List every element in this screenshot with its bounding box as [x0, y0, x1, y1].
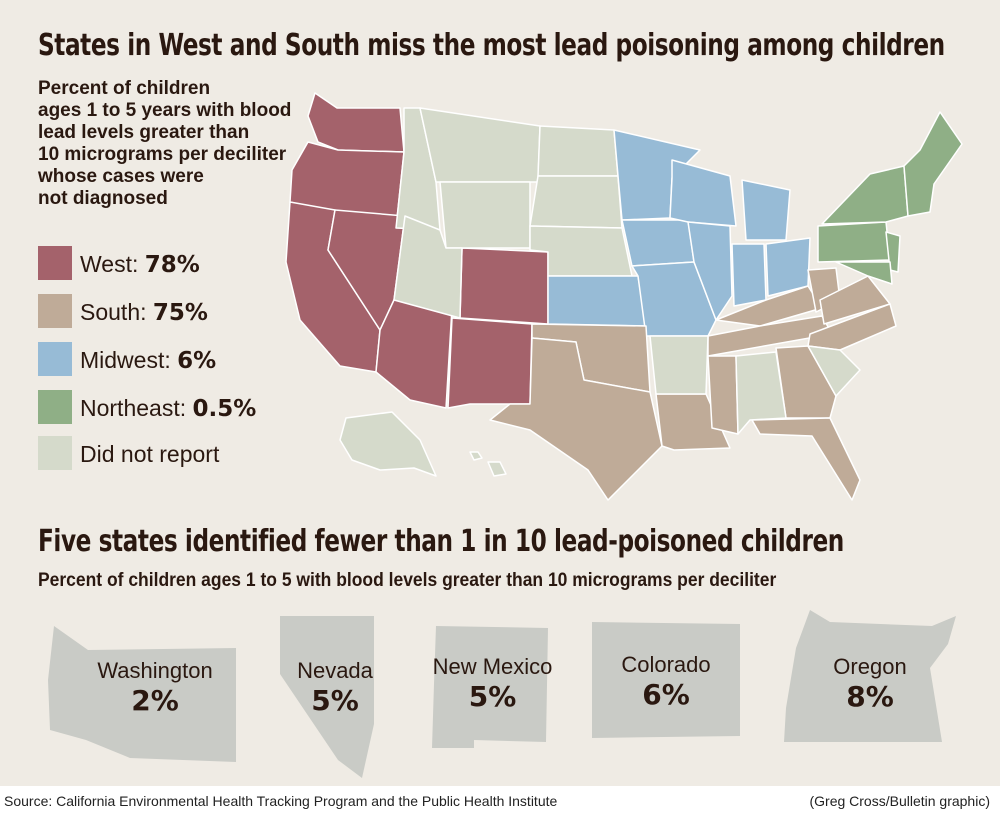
colorado-shape [592, 622, 740, 738]
state-value: 6% [642, 678, 690, 711]
legend-label: Did not report [80, 441, 220, 467]
state-mississippi [707, 355, 739, 435]
state-hawaii [469, 451, 507, 477]
oregon-shape [784, 610, 956, 742]
nevada-shape [280, 616, 374, 778]
state-value: 8% [846, 680, 894, 713]
state-kansas [547, 275, 647, 327]
subtitle-line: whose cases were [38, 166, 204, 187]
state-utah [393, 215, 463, 319]
section-title: Five states identified fewer than 1 in 1… [38, 524, 844, 559]
state-card-colorado: Colorado 6% [590, 620, 742, 740]
state-colorado [459, 247, 549, 325]
state-illinois [687, 221, 733, 321]
state-arkansas [649, 335, 709, 395]
subtitle-line: ages 1 to 5 years with blood [38, 100, 292, 121]
legend-swatch [38, 246, 72, 280]
state-wisconsin [669, 159, 737, 227]
legend-label: Midwest: [80, 347, 178, 373]
legend-value: 75% [152, 300, 208, 326]
subtitle-line: 10 micrograms per deciliter [38, 144, 287, 165]
section-subtitle: Percent of children ages 1 to 5 with blo… [38, 570, 777, 591]
state-value: 5% [311, 684, 359, 717]
map-subtitle: Percent of children ages 1 to 5 years wi… [38, 78, 298, 210]
us-map [285, 92, 963, 501]
state-wyoming [439, 181, 531, 249]
state-name: New Mexico [432, 654, 553, 679]
state-north-dakota [537, 125, 619, 177]
legend-swatch [38, 390, 72, 424]
state-card-oregon: Oregon 8% [782, 608, 958, 744]
state-maryland-delaware [835, 261, 893, 285]
legend-label: South: [80, 299, 153, 325]
state-south-carolina [807, 345, 861, 397]
state-arizona [375, 299, 453, 409]
state-new-england [903, 111, 963, 217]
state-south-dakota [529, 175, 623, 229]
state-card-washington: Washington 2% [40, 620, 270, 770]
state-alabama [735, 351, 787, 435]
state-value: 5% [468, 680, 517, 713]
state-card-new-mexico: New Mexico 5% [430, 624, 555, 749]
state-iowa [621, 219, 695, 267]
state-new-mexico [447, 317, 533, 409]
legend-swatch [38, 294, 72, 328]
legend-value: 6% [177, 348, 217, 374]
subtitle-line: Percent of children [38, 78, 211, 99]
state-texas [489, 337, 663, 501]
state-michigan [741, 179, 791, 241]
state-new-york [821, 165, 909, 225]
state-name: Nevada [297, 658, 373, 683]
state-montana [419, 107, 541, 183]
legend-swatch [38, 436, 72, 470]
legend-value: 78% [144, 252, 200, 278]
state-name: Colorado [621, 652, 711, 677]
subtitle-line: lead levels greater than [38, 122, 250, 143]
state-florida [751, 417, 861, 501]
legend-swatch [38, 342, 72, 376]
state-name: Washington [97, 658, 213, 683]
legend-value: 0.5% [192, 396, 257, 422]
subtitle-line: not diagnosed [38, 188, 168, 209]
new-mexico-shape [432, 626, 548, 748]
state-value: 2% [131, 684, 179, 717]
credit-text: (Greg Cross/Bulletin graphic) [809, 793, 990, 809]
state-indiana [731, 243, 767, 307]
state-alaska [339, 411, 437, 477]
main-title: States in West and South miss the most l… [38, 28, 945, 63]
source-text: Source: California Environmental Health … [4, 793, 558, 809]
state-north-carolina [807, 303, 897, 351]
washington-shape [48, 626, 236, 762]
state-pennsylvania [817, 221, 891, 263]
state-card-nevada: Nevada 5% [278, 614, 388, 784]
footer-bar [0, 786, 1000, 814]
legend-label: Northeast: [80, 395, 193, 421]
state-washington [307, 92, 405, 153]
state-name: Oregon [833, 654, 907, 679]
legend-label: West: [80, 251, 145, 277]
